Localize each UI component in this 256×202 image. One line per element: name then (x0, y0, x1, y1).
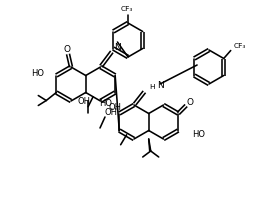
Text: H: H (149, 84, 155, 89)
Text: CF₃: CF₃ (121, 6, 133, 12)
Text: OH: OH (109, 103, 122, 112)
Text: OH: OH (77, 97, 90, 105)
Text: O: O (63, 45, 70, 54)
Text: O: O (187, 98, 194, 106)
Text: HO: HO (31, 69, 44, 78)
Text: OH: OH (105, 107, 118, 116)
Text: HO: HO (192, 129, 205, 138)
Text: N: N (157, 81, 164, 90)
Text: HO: HO (99, 98, 112, 107)
Text: CF₃: CF₃ (233, 42, 246, 48)
Text: N: N (114, 42, 121, 51)
